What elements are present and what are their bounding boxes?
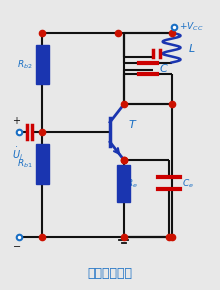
- Text: $-$: $-$: [12, 240, 21, 250]
- Bar: [117, 165, 130, 202]
- Text: $+$: $+$: [12, 115, 21, 126]
- Text: $C_e$: $C_e$: [182, 177, 193, 189]
- Text: $T$: $T$: [128, 118, 138, 130]
- Text: $C$: $C$: [159, 62, 169, 75]
- Bar: [36, 45, 49, 84]
- Text: 选频放大电路: 选频放大电路: [88, 267, 132, 280]
- Text: $R_{b1}$: $R_{b1}$: [17, 158, 33, 170]
- Text: $\dot{U}_i$: $\dot{U}_i$: [12, 146, 23, 162]
- Text: $+V_{CC}$: $+V_{CC}$: [179, 21, 203, 33]
- Text: $L$: $L$: [187, 42, 195, 54]
- Bar: [36, 144, 49, 184]
- Text: $R_{b2}$: $R_{b2}$: [17, 58, 33, 71]
- Text: $R_e$: $R_e$: [126, 177, 138, 189]
